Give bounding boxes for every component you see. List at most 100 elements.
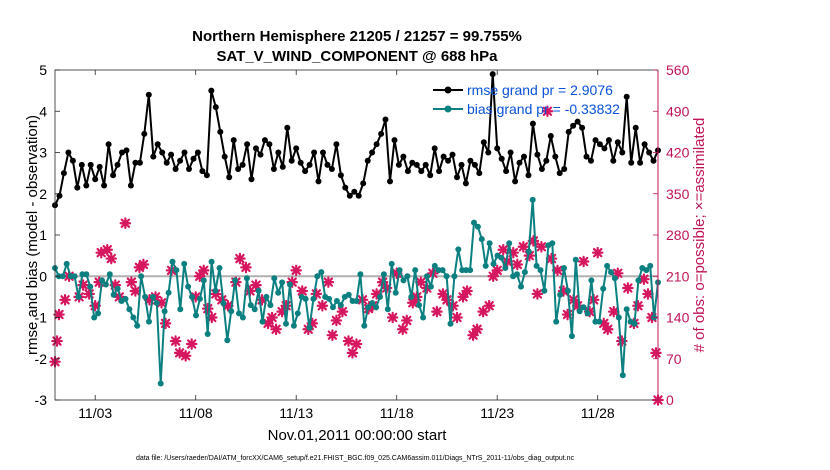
obs-assimilated-marker — [280, 299, 292, 312]
rmse-series-point — [467, 157, 474, 164]
obs-assimilated-marker — [270, 323, 282, 336]
bias-series-point — [537, 267, 544, 274]
rmse-series-point — [454, 174, 460, 181]
chart-subtitle: SAT_V_WIND_COMPONENT @ 688 hPa — [216, 48, 498, 65]
bias-series-point — [576, 308, 583, 315]
obs-assimilated-marker — [93, 276, 105, 288]
obs-assimilated-marker — [296, 285, 309, 297]
rmse-series-point — [646, 149, 653, 156]
rmse-series-point — [547, 133, 554, 139]
rmse-series-point — [436, 168, 443, 175]
bias-series-point — [251, 306, 258, 313]
rmse-series-point — [445, 157, 452, 164]
bias-series-point — [564, 287, 571, 294]
bias-series-point — [549, 240, 556, 247]
bias-series-point — [373, 304, 380, 311]
bias-series-point — [443, 273, 450, 280]
rmse-series-point — [74, 184, 81, 191]
bias-series-point — [200, 277, 207, 284]
bias-series-point — [388, 260, 395, 267]
obs-assimilated-marker — [511, 258, 524, 271]
bias-series-point — [302, 295, 309, 302]
bias-series-point — [521, 269, 528, 276]
bias-series-point — [220, 300, 227, 307]
bias-series-point — [193, 312, 199, 319]
bias-series-point — [600, 285, 607, 292]
rmse-series-point — [503, 168, 510, 175]
bias-series-point — [416, 302, 423, 309]
rmse-series-point — [588, 157, 594, 164]
rmse-series-point — [601, 145, 608, 152]
rmse-series-point — [360, 180, 367, 187]
obs-assimilated-marker — [541, 105, 554, 118]
y-right-tick-label: 0 — [666, 392, 674, 408]
legend: rmse grand pr = 2.9076 bias grand pr = -… — [433, 82, 620, 117]
bias-series-point — [71, 273, 78, 280]
obs-assimilated-marker — [632, 299, 644, 312]
obs-assimilated-marker — [179, 350, 192, 362]
rmse-series-point — [248, 176, 255, 183]
rmse-series-point — [628, 159, 635, 166]
obs-assimilated-marker — [276, 305, 288, 318]
y-left-tick-label: -1 — [35, 310, 48, 326]
bias-series-point — [377, 293, 383, 300]
rmse-series-point — [552, 153, 559, 160]
rmse-series-point — [637, 159, 644, 166]
bias-series-point — [380, 271, 387, 278]
legend-rmse-marker — [444, 86, 452, 94]
rmse-series-point — [284, 124, 291, 131]
y-axis-right-label: # of obs: o=possible; ×=assimilated — [691, 118, 708, 353]
rmse-series-point — [579, 124, 586, 131]
bias-series-point — [568, 333, 575, 340]
obs-assimilated-marker — [411, 291, 423, 303]
obs-assimilated-marker — [256, 294, 268, 306]
bias-series-point — [439, 267, 446, 274]
obs-assimilated-marker — [342, 335, 355, 347]
bias-series-point — [247, 302, 254, 309]
bias-series-point — [294, 310, 301, 317]
rmse-series-point — [244, 141, 251, 148]
bias-series-point — [486, 240, 493, 247]
rmse-series-point — [619, 149, 626, 156]
bias-series-point — [126, 306, 133, 313]
bias-series-point — [345, 291, 352, 298]
obs-assimilated-marker — [185, 338, 198, 350]
rmse-series-point — [333, 141, 340, 148]
rmse-series-point — [355, 192, 362, 199]
bias-series-point — [529, 196, 536, 203]
bias-series-point — [165, 289, 172, 296]
rmse-series-point — [239, 161, 246, 168]
rmse-series-point — [364, 157, 371, 164]
bias-series-point — [541, 287, 548, 294]
bias-series-point — [404, 273, 411, 280]
rmse-series-point — [266, 141, 273, 148]
rmse-series-point — [190, 155, 197, 162]
obs-assimilated-marker — [612, 267, 624, 280]
bias-series-point — [330, 304, 336, 311]
obs-assimilated-marker — [266, 311, 278, 324]
rmse-series-point — [78, 161, 85, 168]
rmse-series-point — [395, 161, 402, 168]
obs-assimilated-marker — [346, 347, 359, 359]
rmse-series-point — [132, 159, 139, 166]
rmse-series-point — [119, 149, 125, 156]
obs-assimilated-marker — [396, 323, 409, 336]
bias-series-point — [63, 260, 70, 267]
bias-series-point — [75, 293, 82, 300]
rmse-series-point — [494, 145, 501, 152]
obs-assimilated-marker — [370, 288, 383, 300]
obs-assimilated-marker — [591, 246, 604, 259]
obs-assimilated-marker — [577, 255, 590, 268]
obs-assimilated-marker — [222, 299, 234, 312]
obs-assimilated-marker — [535, 241, 548, 253]
bias-series-point — [130, 314, 137, 321]
rmse-series-point — [570, 122, 577, 129]
rmse-series-point — [105, 141, 112, 148]
legend-bias-label: bias grand pr = -0.33832 — [467, 101, 620, 117]
bias-series-point — [498, 254, 505, 261]
rmse-series-point — [431, 145, 438, 152]
obs-assimilated-marker — [234, 252, 246, 265]
rmse-series-point — [369, 149, 376, 156]
bias-series-point — [615, 314, 622, 321]
bias-series-point — [369, 300, 376, 307]
